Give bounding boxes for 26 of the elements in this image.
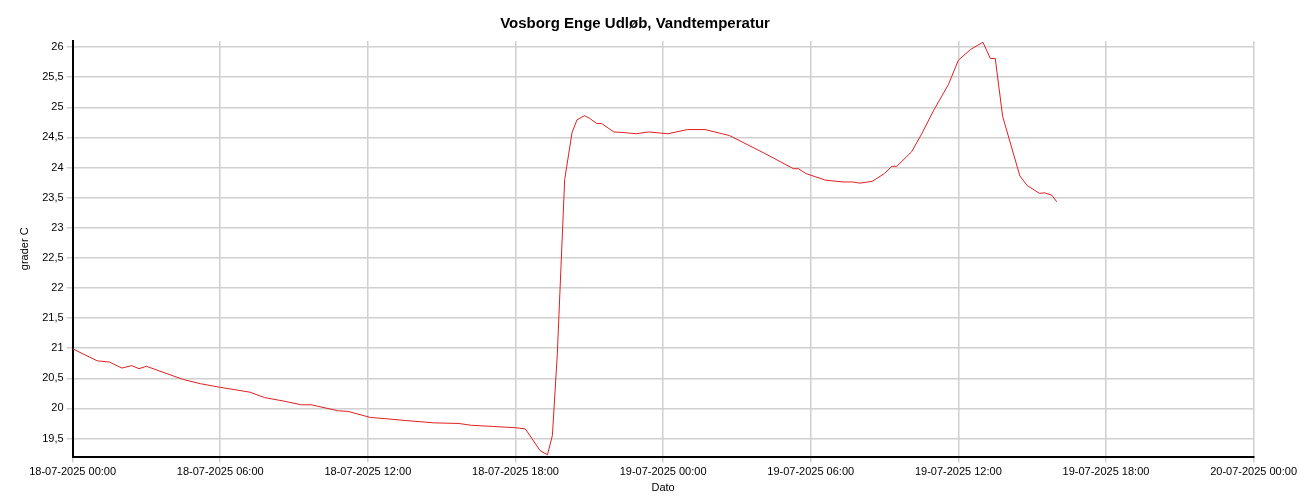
x-tick-label: 19-07-2025 18:00 [1062,465,1150,478]
y-tick-label: 22,5 [42,250,64,263]
y-tick-label: 23 [51,220,64,233]
chart-title: Vosborg Enge Udløb, Vandtemperatur [500,14,771,32]
y-tick-label: 25 [51,100,64,113]
x-axis-title: Dato [651,481,675,494]
y-tick-label: 19,5 [42,431,64,444]
x-tick-label: 20-07-2025 00:00 [1210,465,1297,478]
y-tick-label: 25,5 [42,70,64,83]
x-tick-label: 18-07-2025 12:00 [324,465,412,478]
y-tick-label: 23,5 [42,190,64,203]
y-tick-label: 22 [51,280,64,293]
y-axis-title: grader C [17,227,30,271]
y-tick-label: 21,5 [42,311,64,324]
y-tick-label: 26 [51,40,64,53]
x-tick-label: 18-07-2025 18:00 [472,465,559,478]
y-tick-label: 24 [51,160,64,173]
y-tick-label: 20 [51,401,64,414]
x-tick-label: 19-07-2025 00:00 [619,465,707,478]
y-tick-label: 24,5 [42,130,64,143]
y-tick-label: 21 [51,341,64,354]
x-tick-label: 19-07-2025 06:00 [767,465,855,478]
x-tick-label: 18-07-2025 06:00 [176,465,264,478]
x-tick-label: 19-07-2025 12:00 [914,465,1002,478]
y-tick-label: 20,5 [42,371,64,384]
x-tick-label: 18-07-2025 00:00 [29,465,117,478]
